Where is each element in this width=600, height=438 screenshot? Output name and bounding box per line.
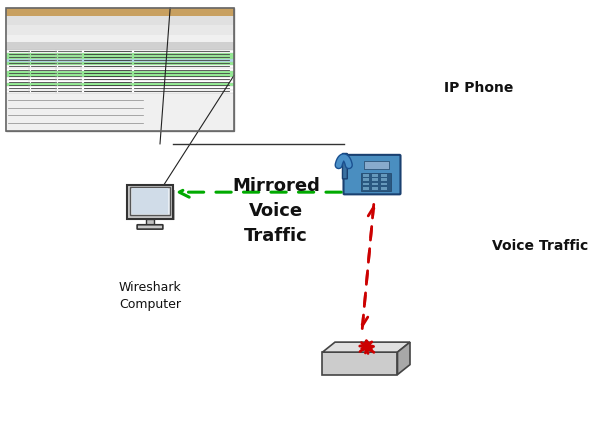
FancyBboxPatch shape (6, 43, 234, 50)
FancyBboxPatch shape (6, 60, 234, 63)
Polygon shape (323, 343, 410, 352)
Bar (381, 187, 387, 190)
Bar (372, 187, 378, 190)
FancyBboxPatch shape (146, 219, 154, 226)
FancyBboxPatch shape (6, 66, 234, 69)
FancyBboxPatch shape (6, 75, 234, 78)
FancyBboxPatch shape (137, 225, 163, 230)
FancyBboxPatch shape (6, 53, 234, 57)
FancyBboxPatch shape (130, 188, 170, 215)
FancyBboxPatch shape (6, 63, 234, 66)
Bar (362, 179, 368, 182)
Bar (381, 179, 387, 182)
Bar (362, 187, 368, 190)
FancyBboxPatch shape (6, 90, 234, 93)
FancyBboxPatch shape (343, 155, 401, 195)
Bar (362, 183, 368, 186)
FancyBboxPatch shape (6, 93, 234, 131)
FancyBboxPatch shape (6, 50, 234, 53)
Bar (6, 9, 234, 131)
FancyBboxPatch shape (6, 72, 234, 75)
Bar (381, 175, 387, 178)
FancyBboxPatch shape (6, 9, 234, 131)
Bar (372, 175, 378, 178)
FancyBboxPatch shape (364, 161, 389, 170)
FancyArrowPatch shape (362, 208, 377, 329)
FancyBboxPatch shape (6, 18, 234, 26)
FancyBboxPatch shape (6, 9, 234, 18)
FancyBboxPatch shape (6, 84, 234, 87)
FancyBboxPatch shape (361, 174, 391, 192)
FancyBboxPatch shape (131, 189, 169, 215)
Polygon shape (323, 352, 397, 375)
Text: IP Phone: IP Phone (444, 81, 514, 95)
FancyBboxPatch shape (6, 78, 234, 81)
FancyBboxPatch shape (6, 81, 234, 84)
FancyBboxPatch shape (6, 69, 234, 72)
Bar (372, 183, 378, 186)
FancyBboxPatch shape (127, 185, 173, 219)
FancyBboxPatch shape (6, 26, 234, 36)
Polygon shape (397, 343, 410, 375)
FancyBboxPatch shape (6, 87, 234, 90)
Text: Mirrored
Voice
Traffic: Mirrored Voice Traffic (232, 177, 320, 244)
Bar (372, 179, 378, 182)
FancyBboxPatch shape (6, 36, 234, 43)
Text: Wireshark
Computer: Wireshark Computer (119, 280, 181, 310)
Bar (381, 183, 387, 186)
FancyBboxPatch shape (343, 154, 347, 180)
FancyArrowPatch shape (359, 205, 374, 326)
Polygon shape (130, 191, 175, 221)
FancyBboxPatch shape (6, 57, 234, 60)
Bar (362, 175, 368, 178)
FancyArrowPatch shape (179, 188, 341, 198)
Text: Voice Traffic: Voice Traffic (492, 238, 588, 252)
